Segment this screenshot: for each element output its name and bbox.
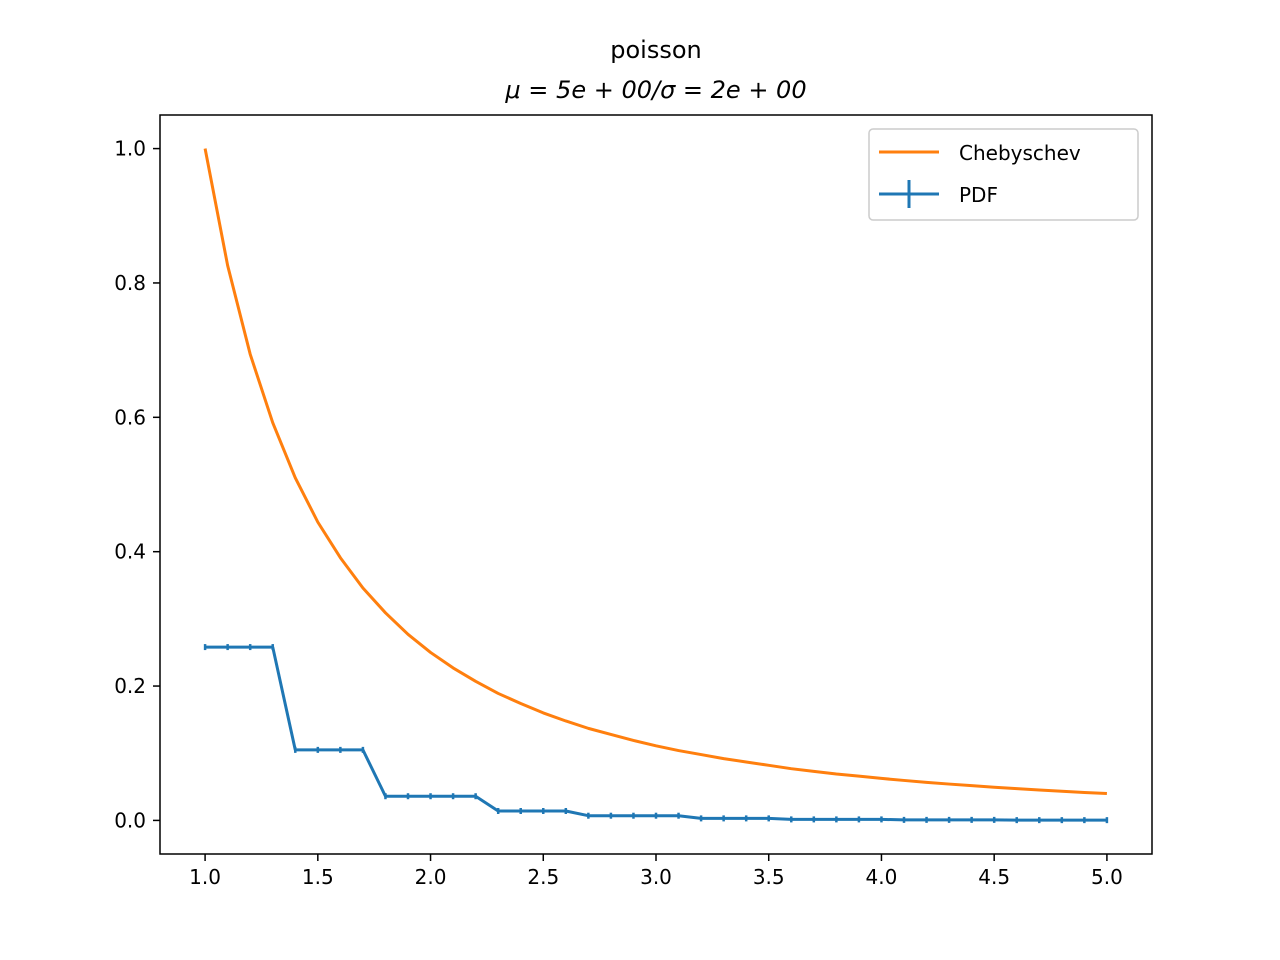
y-tick-label: 0.8 bbox=[114, 271, 146, 295]
x-axis: 1.0 1.5 2.0 2.5 3.0 3.5 4.0 4.5 5.0 bbox=[189, 854, 1123, 889]
y-tick-label: 0.2 bbox=[114, 674, 146, 698]
x-tick-label: 1.0 bbox=[189, 865, 221, 889]
x-tick-label: 3.5 bbox=[753, 865, 785, 889]
y-axis: 0.0 0.2 0.4 0.6 0.8 1.0 bbox=[114, 137, 160, 832]
plot-frame bbox=[159, 114, 1153, 855]
legend-label-chebyschev: Chebyschev bbox=[959, 141, 1081, 165]
x-tick-label: 4.5 bbox=[978, 865, 1010, 889]
x-tick-label: 2.0 bbox=[415, 865, 447, 889]
legend-label-pdf: PDF bbox=[959, 183, 998, 207]
y-tick-label: 0.6 bbox=[114, 405, 146, 429]
x-tick-label: 5.0 bbox=[1091, 865, 1123, 889]
y-tick-label: 1.0 bbox=[114, 137, 146, 161]
legend: Chebyschev PDF bbox=[868, 128, 1139, 221]
y-tick-label: 0.4 bbox=[114, 540, 146, 564]
chart-title: poisson bbox=[610, 36, 702, 64]
x-tick-label: 2.5 bbox=[527, 865, 559, 889]
x-tick-label: 3.0 bbox=[640, 865, 672, 889]
y-tick-label: 0.0 bbox=[114, 808, 146, 832]
chart-subtitle: μ = 5e + 00/σ = 2e + 00 bbox=[504, 76, 806, 104]
plot-series bbox=[203, 148, 1109, 824]
series-line-chebyschev bbox=[203, 148, 1107, 796]
x-tick-label: 4.0 bbox=[866, 865, 898, 889]
x-tick-label: 1.5 bbox=[302, 865, 334, 889]
series-chebyschev bbox=[203, 148, 1107, 796]
series-pdf bbox=[203, 644, 1109, 824]
